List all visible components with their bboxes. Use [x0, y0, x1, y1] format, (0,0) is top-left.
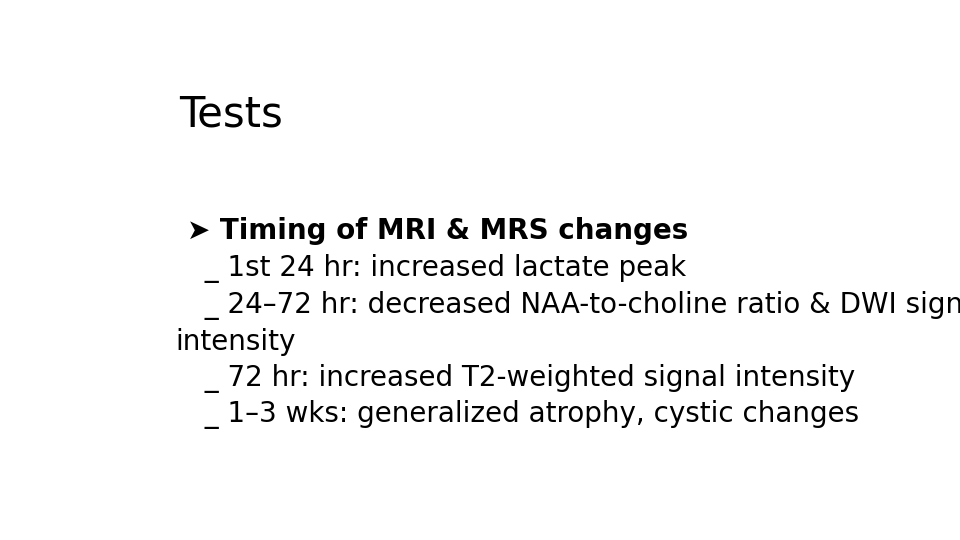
Text: _ 1–3 wks: generalized atrophy, cystic changes: _ 1–3 wks: generalized atrophy, cystic c…: [187, 400, 859, 429]
Text: ➤ Timing of MRI & MRS changes: ➤ Timing of MRI & MRS changes: [187, 217, 688, 245]
Text: _ 24–72 hr: decreased NAA-to-choline ratio & DWI signal: _ 24–72 hr: decreased NAA-to-choline rat…: [187, 292, 960, 320]
Text: Tests: Tests: [180, 94, 283, 136]
Text: intensity: intensity: [176, 328, 297, 355]
Text: _ 72 hr: increased T2-weighted signal intensity: _ 72 hr: increased T2-weighted signal in…: [187, 364, 855, 393]
Text: _ 1st 24 hr: increased lactate peak: _ 1st 24 hr: increased lactate peak: [187, 254, 686, 283]
